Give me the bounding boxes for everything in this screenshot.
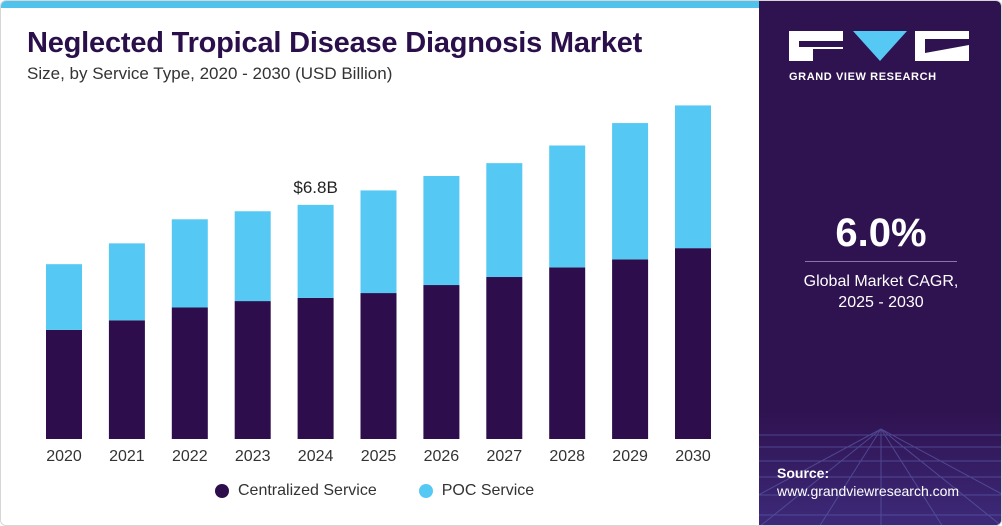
cagr-label-line1: Global Market CAGR, — [803, 273, 959, 290]
legend-item-poc: POC Service — [418, 482, 535, 500]
bar-centralized-2026 — [423, 285, 460, 439]
source-url[interactable]: www.grandviewresearch.com — [777, 483, 960, 499]
chart-subtitle: Size, by Service Type, 2020 - 2030 (USD … — [27, 64, 393, 83]
bar-poc-2028 — [549, 145, 586, 268]
bar-centralized-2028 — [549, 267, 586, 439]
cagr-label-line2: 2025 - 2030 — [838, 294, 924, 311]
x-tick-label-2027: 2027 — [487, 448, 523, 465]
source-label: Source: — [777, 465, 830, 481]
legend-item-centralized: Centralized Service — [215, 482, 377, 500]
bar-poc-2029 — [612, 123, 649, 260]
cagr-label: Global Market CAGR, 2025 - 2030 — [759, 271, 1001, 313]
x-tick-label-2024: 2024 — [298, 448, 334, 465]
bar-poc-2027 — [486, 163, 523, 278]
bar-poc-2030 — [675, 105, 711, 249]
bar-poc-2025 — [360, 190, 397, 294]
bar-poc-2020 — [46, 264, 82, 330]
bar-poc-2023 — [234, 211, 271, 302]
bar-poc-2026 — [423, 175, 460, 286]
bar-poc-2021 — [108, 243, 145, 321]
x-tick-label-2025: 2025 — [361, 448, 397, 465]
bar-poc-2022 — [171, 219, 208, 308]
x-tick-label-2028: 2028 — [549, 448, 585, 465]
bar-centralized-2023 — [234, 301, 271, 439]
chart-legend: Centralized Service POC Service — [215, 482, 576, 500]
bar-centralized-2029 — [612, 259, 649, 439]
x-tick-label-2026: 2026 — [424, 448, 460, 465]
x-tick-label-2022: 2022 — [172, 448, 208, 465]
cagr-value: 6.0% — [835, 211, 927, 255]
stacked-bar-chart: 2020 2021 2022 2023 2024 $6.8B 2025 2026 2027 202… — [46, 105, 711, 465]
accent-strip — [1, 1, 759, 8]
bar-centralized-2030 — [675, 248, 711, 439]
bar-centralized-2025 — [360, 293, 397, 439]
cagr-divider — [805, 261, 957, 262]
bar-centralized-2024 — [297, 297, 334, 439]
x-tick-label-2029: 2029 — [612, 448, 648, 465]
brand-name: GRAND VIEW RESEARCH — [789, 71, 937, 83]
bar-centralized-2022 — [171, 307, 208, 439]
legend-swatch-poc — [418, 484, 433, 498]
chart-title: Neglected Tropical Disease Diagnosis Mar… — [27, 27, 643, 59]
bar-centralized-2021 — [108, 320, 145, 439]
legend-label-centralized: Centralized Service — [238, 482, 377, 499]
sidebar-panel: GRAND VIEW RESEARCH 6.0% Global Market C… — [759, 1, 1001, 525]
x-tick-label-2030: 2030 — [675, 448, 711, 465]
bar-poc-2024 — [297, 204, 334, 298]
x-tick-label-2020: 2020 — [46, 448, 82, 465]
gvr-logo-icon — [789, 31, 969, 61]
legend-label-poc: POC Service — [441, 482, 535, 499]
x-tick-label-2021: 2021 — [109, 448, 145, 465]
bar-centralized-2020 — [46, 329, 82, 439]
data-label-2024: $6.8B — [293, 178, 337, 197]
x-tick-label-2023: 2023 — [235, 448, 271, 465]
legend-swatch-centralized — [215, 484, 229, 498]
decorative-grid — [759, 411, 1001, 525]
bar-centralized-2027 — [486, 277, 523, 439]
source-note: Source: www.grandviewresearch.com — [777, 465, 959, 499]
